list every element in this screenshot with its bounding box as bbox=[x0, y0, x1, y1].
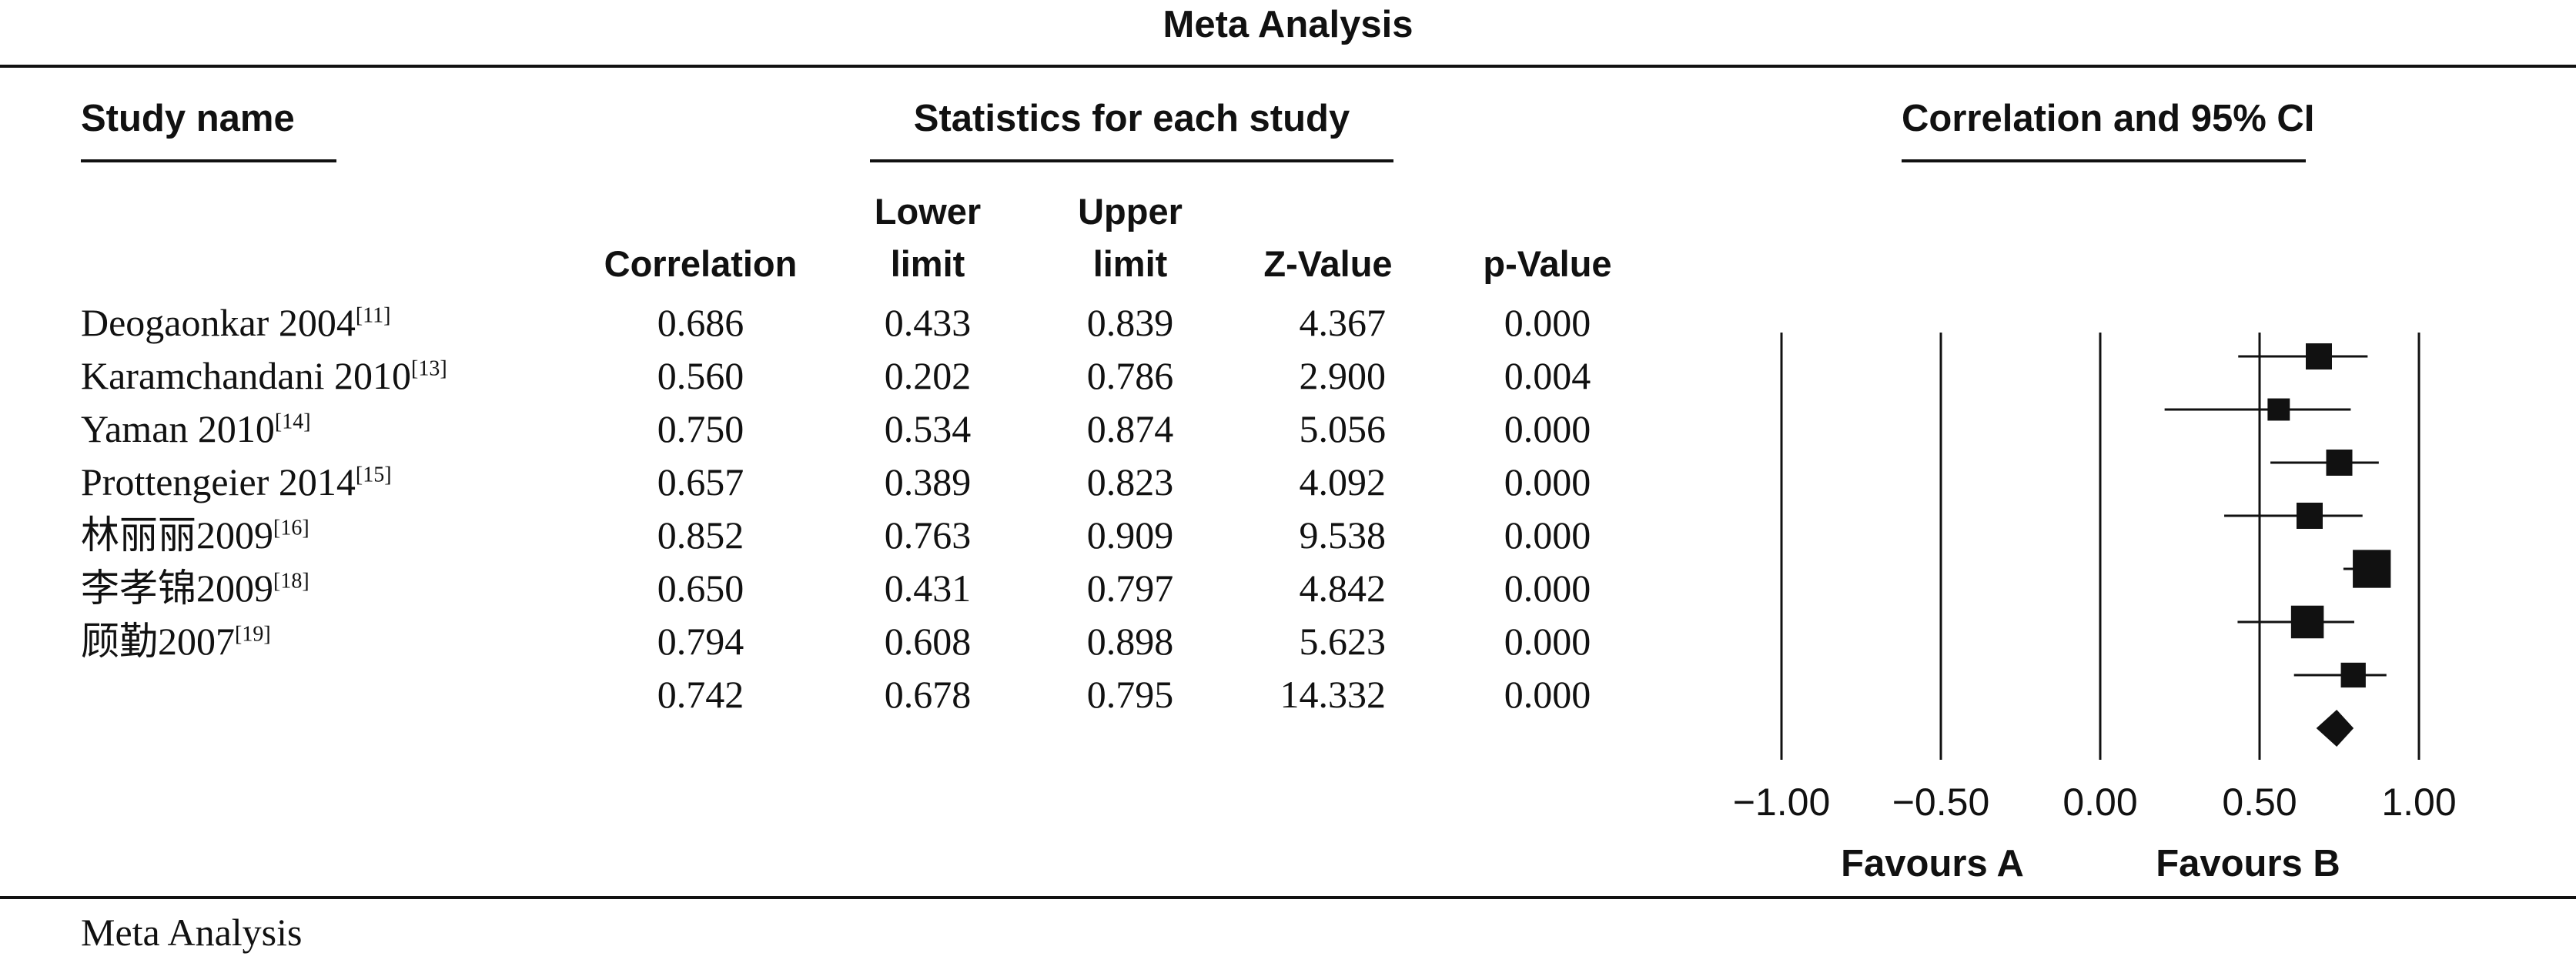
upper-limit-cell: 0.839 bbox=[1086, 301, 1174, 344]
favours-b-label: Favours B bbox=[2156, 843, 2340, 884]
chart-title: Meta Analysis bbox=[1163, 4, 1413, 45]
study-name-cell: Karamchandani 2010[13] bbox=[81, 353, 447, 399]
correlation-cell: 0.852 bbox=[657, 513, 744, 557]
study-name: Karamchandani 2010 bbox=[81, 354, 412, 397]
summary-correlation-cell: 0.742 bbox=[657, 673, 744, 716]
z-value-cell: 4.367 bbox=[1299, 301, 1387, 344]
z-value-cell: 2.900 bbox=[1299, 354, 1387, 397]
lower-limit-cell: 0.202 bbox=[884, 354, 972, 397]
study-marker bbox=[2326, 450, 2353, 476]
reference-superscript: [11] bbox=[355, 303, 391, 328]
stats-group-underline bbox=[870, 159, 1393, 162]
correlation-cell: 0.560 bbox=[657, 354, 744, 397]
correlation-header: Correlation bbox=[604, 243, 798, 284]
reference-superscript: [13] bbox=[411, 356, 447, 381]
upper-limit-cell: 0.823 bbox=[1086, 460, 1174, 503]
correlation-cell: 0.750 bbox=[657, 407, 744, 450]
z-value-cell: 4.842 bbox=[1299, 567, 1387, 610]
correlation-cell: 0.686 bbox=[657, 301, 744, 344]
study-marker bbox=[2296, 503, 2323, 529]
z-value-cell: 5.056 bbox=[1299, 407, 1387, 450]
study-name-cell: 林丽丽2009[16] bbox=[81, 512, 309, 558]
plot-group-underline bbox=[1902, 159, 2306, 162]
x-tick-label: 1.00 bbox=[2381, 781, 2457, 824]
p-value-cell: 0.000 bbox=[1504, 620, 1591, 663]
lower-limit-cell: 0.433 bbox=[884, 301, 972, 344]
z-value-cell: 4.092 bbox=[1299, 460, 1387, 503]
summary-lower-limit-cell: 0.678 bbox=[884, 673, 972, 716]
x-tick-label: −0.50 bbox=[1892, 781, 1990, 824]
reference-superscript: [16] bbox=[273, 516, 309, 540]
p-value-cell: 0.000 bbox=[1504, 513, 1591, 557]
footer-caption: Meta Analysis bbox=[81, 911, 303, 954]
summary-diamond bbox=[2316, 710, 2354, 747]
lower-limit-cell: 0.534 bbox=[884, 407, 972, 450]
correlation-cell: 0.657 bbox=[657, 460, 744, 503]
study-marker bbox=[2340, 662, 2366, 688]
x-tick-label: 0.50 bbox=[2222, 781, 2297, 824]
p-value-header: p-Value bbox=[1483, 243, 1612, 284]
top-rule bbox=[0, 65, 2576, 68]
lower-header-line1: Lower bbox=[874, 191, 982, 232]
upper-header-line1: Upper bbox=[1078, 191, 1183, 232]
upper-limit-cell: 0.898 bbox=[1086, 620, 1174, 663]
p-value-cell: 0.004 bbox=[1504, 354, 1591, 397]
study-name-cell: Prottengeier 2014[15] bbox=[81, 459, 392, 505]
study-name: 顾勤2007 bbox=[81, 620, 235, 663]
reference-superscript: [18] bbox=[273, 569, 309, 594]
correlation-cell: 0.794 bbox=[657, 620, 744, 663]
lower-limit-cell: 0.763 bbox=[884, 513, 972, 557]
study-marker bbox=[2290, 605, 2324, 639]
reference-superscript: [14] bbox=[274, 410, 311, 434]
upper-header-line2: limit bbox=[1092, 243, 1168, 284]
x-tick-label: 0.00 bbox=[2062, 781, 2138, 824]
lower-header-line2: limit bbox=[890, 243, 965, 284]
study-name: 李孝锦2009 bbox=[81, 567, 273, 610]
study-name: Prottengeier 2014 bbox=[81, 460, 356, 503]
study-marker bbox=[2267, 398, 2290, 421]
study-name: Deogaonkar 2004 bbox=[81, 301, 356, 344]
plot-group-header: Correlation and 95% CI bbox=[1902, 98, 2315, 139]
p-value-cell: 0.000 bbox=[1504, 301, 1591, 344]
z-value-cell: 9.538 bbox=[1299, 513, 1387, 557]
summary-p-value-cell: 0.000 bbox=[1504, 673, 1591, 716]
z-value-header: Z-Value bbox=[1263, 243, 1393, 284]
x-tick-label: −1.00 bbox=[1732, 781, 1831, 824]
stats-group-header: Statistics for each study bbox=[913, 98, 1350, 139]
study-marker bbox=[2353, 550, 2391, 588]
upper-limit-cell: 0.786 bbox=[1086, 354, 1174, 397]
lower-limit-cell: 0.431 bbox=[884, 567, 972, 610]
study-name-underline bbox=[81, 159, 336, 162]
study-name-cell: Yaman 2010[14] bbox=[81, 406, 311, 452]
study-name-cell: Deogaonkar 2004[11] bbox=[81, 299, 390, 346]
bottom-rule bbox=[0, 896, 2576, 899]
summary-z-value-cell: 14.332 bbox=[1280, 673, 1387, 716]
study-name-cell: 顾勤2007[19] bbox=[81, 618, 271, 664]
study-name-cell: 李孝锦2009[18] bbox=[81, 565, 309, 611]
study-name-header: Study name bbox=[81, 98, 295, 139]
upper-limit-cell: 0.909 bbox=[1086, 513, 1174, 557]
upper-limit-cell: 0.874 bbox=[1086, 407, 1174, 450]
reference-superscript: [15] bbox=[355, 463, 392, 487]
study-name: 林丽丽2009 bbox=[81, 513, 273, 557]
z-value-cell: 5.623 bbox=[1299, 620, 1387, 663]
summary-upper-limit-cell: 0.795 bbox=[1086, 673, 1174, 716]
p-value-cell: 0.000 bbox=[1504, 567, 1591, 610]
study-name: Yaman 2010 bbox=[81, 407, 275, 450]
lower-limit-cell: 0.389 bbox=[884, 460, 972, 503]
study-marker bbox=[2306, 343, 2333, 369]
lower-limit-cell: 0.608 bbox=[884, 620, 972, 663]
correlation-cell: 0.650 bbox=[657, 567, 744, 610]
reference-superscript: [19] bbox=[235, 622, 271, 647]
favours-a-label: Favours A bbox=[1841, 843, 2024, 884]
p-value-cell: 0.000 bbox=[1504, 407, 1591, 450]
upper-limit-cell: 0.797 bbox=[1086, 567, 1174, 610]
p-value-cell: 0.000 bbox=[1504, 460, 1591, 503]
